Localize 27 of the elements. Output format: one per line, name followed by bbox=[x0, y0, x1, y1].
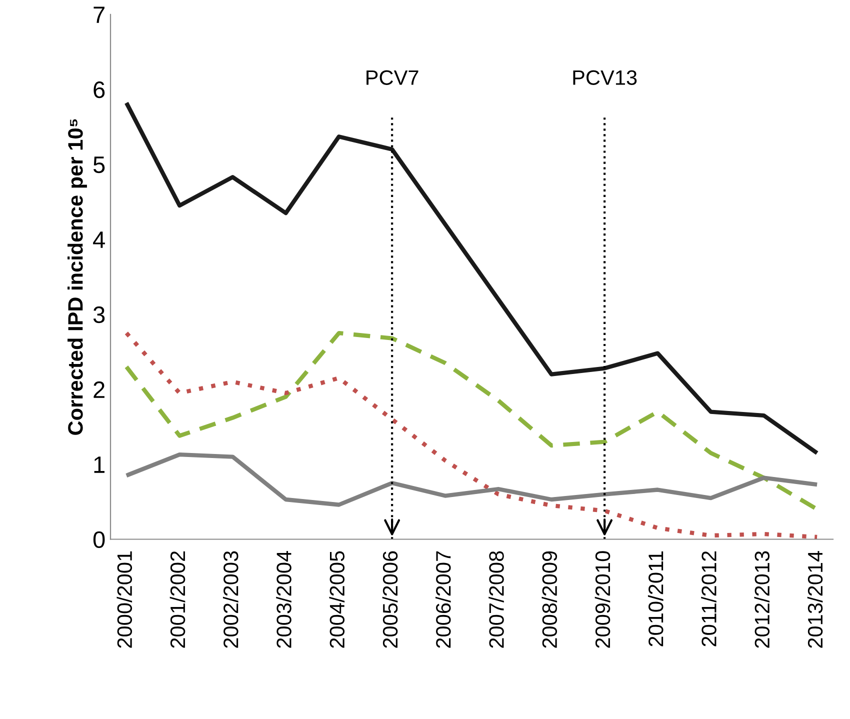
y-tick-label: 6 bbox=[94, 81, 105, 98]
y-tick-label: 2 bbox=[94, 381, 104, 398]
x-tick-label: 2002/2003 bbox=[222, 551, 238, 648]
y-tick-label: 1 bbox=[94, 456, 104, 473]
line-series bbox=[124, 100, 820, 456]
y-tick-label: 4 bbox=[93, 232, 105, 248]
x-tick-label: 2011/2012 bbox=[701, 551, 716, 646]
ref-line-label: PCV13 bbox=[573, 70, 637, 85]
x-tick-label: 2013/2014 bbox=[807, 550, 823, 648]
x-tick-label: 2003/2004 bbox=[276, 550, 292, 648]
y-axis-title: Corrected IPD incidence per 10⁵ bbox=[68, 119, 87, 435]
y-tick-label: 5 bbox=[93, 156, 105, 174]
ref-line-label: PCV7 bbox=[366, 70, 418, 85]
x-tick-label: 2006/2007 bbox=[435, 551, 451, 648]
y-tick-label: 7 bbox=[94, 6, 104, 23]
x-tick-label: 2010/2011 bbox=[648, 551, 664, 646]
x-tick-label: 2004/2005 bbox=[329, 551, 345, 648]
y-tick-label: 0 bbox=[93, 531, 105, 548]
x-tick-label: 2007/2008 bbox=[488, 551, 504, 648]
x-tick-label: 2001/2002 bbox=[170, 551, 186, 648]
x-tick-label: 2012/2013 bbox=[754, 551, 770, 648]
x-tick-label: 2000/2001 bbox=[116, 551, 132, 648]
x-tick-label: 2005/2006 bbox=[382, 551, 398, 648]
x-tick-label: 2008/2009 bbox=[542, 551, 558, 648]
x-tick-label: 2009/2010 bbox=[594, 551, 610, 648]
line-series bbox=[124, 452, 820, 507]
y-tick-label: 3 bbox=[93, 306, 105, 324]
